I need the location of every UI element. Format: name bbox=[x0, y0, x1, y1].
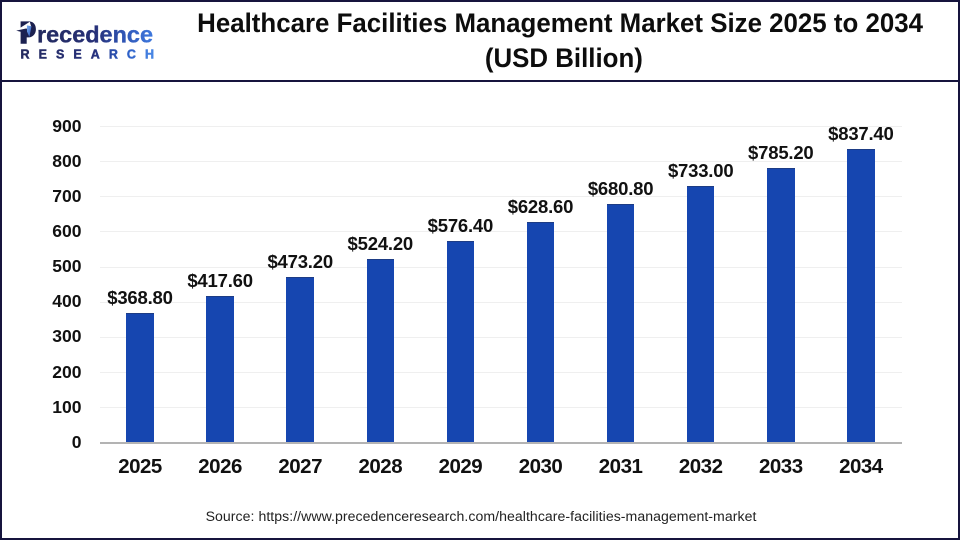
svg-text:recedence: recedence bbox=[37, 21, 153, 47]
svg-text:RESEARCH: RESEARCH bbox=[21, 47, 155, 61]
